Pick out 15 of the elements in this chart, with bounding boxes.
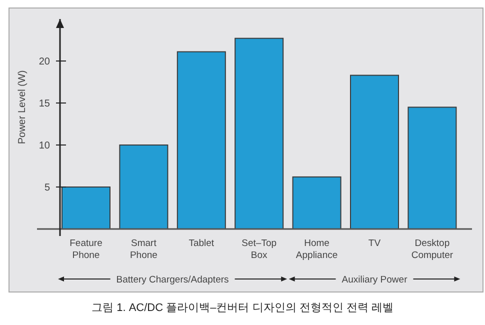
xtick: Tablet bbox=[188, 238, 214, 249]
xtick: TV bbox=[368, 238, 381, 249]
xtick: Smart Phone bbox=[130, 238, 158, 261]
xtick: Home Appliance bbox=[296, 238, 338, 261]
ylabel: Power Level (W) bbox=[17, 70, 28, 144]
group-label: Auxiliary Power bbox=[342, 274, 408, 286]
ytick: 5 bbox=[44, 182, 50, 194]
ytick: 15 bbox=[38, 98, 50, 110]
xtick: Desktop Computer bbox=[411, 238, 454, 261]
xtick: Set–Top Box bbox=[242, 238, 277, 261]
caption: 그림 1. AC/DC 플라이백–컨버터 디자인의 전형적인 전력 레벨 bbox=[92, 302, 394, 314]
ytick: 10 bbox=[38, 140, 50, 152]
group-label: Battery Chargers/Adapters bbox=[116, 274, 229, 286]
ytick: 20 bbox=[38, 56, 50, 68]
xtick: Feature Phone bbox=[70, 238, 102, 261]
